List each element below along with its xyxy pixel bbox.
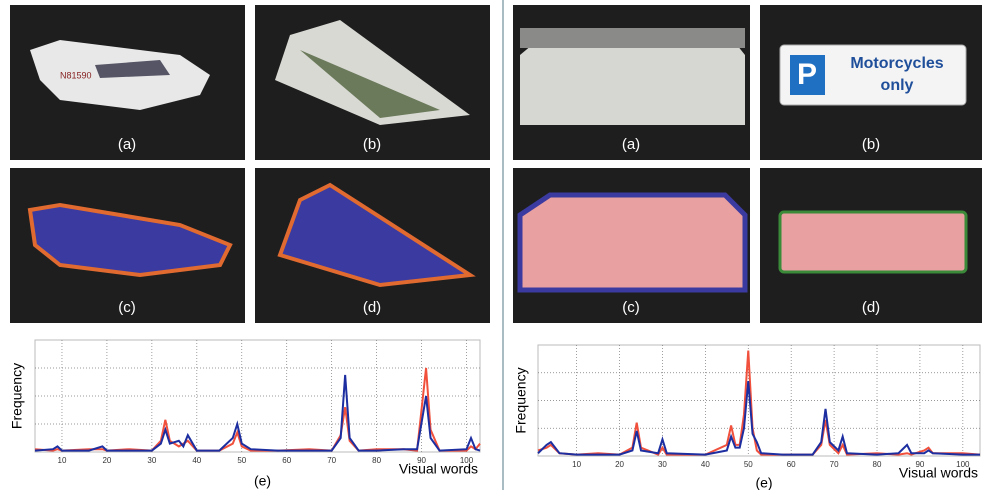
x-axis-label: Visual words xyxy=(399,461,478,477)
registration: N81590 xyxy=(60,70,92,80)
panel: N81590 (a) xyxy=(10,5,245,160)
x-tick-label: 10 xyxy=(572,460,581,469)
panel: P Motorcycles only (b) xyxy=(760,5,982,160)
x-tick-label: 40 xyxy=(701,460,710,469)
x-tick-label: 40 xyxy=(192,456,201,465)
x-tick-label: 10 xyxy=(58,456,67,465)
x-tick-label: 80 xyxy=(873,460,882,469)
panel-label: (a) xyxy=(622,136,640,153)
figure: N81590 (a) (b) (c) (d) (a) P Motorcycles… xyxy=(0,0,982,490)
y-axis-label: Frequency xyxy=(513,367,529,433)
x-tick-label: 50 xyxy=(237,456,246,465)
panel: (d) xyxy=(255,168,490,323)
panel: (c) xyxy=(513,168,750,323)
x-axis-label: Visual words xyxy=(899,465,978,481)
caption: (e) xyxy=(755,475,772,490)
panel-label: (d) xyxy=(862,299,880,316)
x-tick-label: 60 xyxy=(282,456,291,465)
sign-letter: P xyxy=(797,58,817,91)
x-tick-label: 30 xyxy=(658,460,667,469)
caption: (e) xyxy=(254,473,271,489)
panel: (c) xyxy=(10,168,245,323)
sign-text: Motorcycles xyxy=(850,55,943,72)
x-tick-label: 80 xyxy=(372,456,381,465)
panel: (d) xyxy=(760,168,982,323)
y-axis-label: Frequency xyxy=(9,363,25,429)
x-tick-label: 70 xyxy=(830,460,839,469)
panel-label: (b) xyxy=(363,136,381,153)
sign-text: only xyxy=(881,77,914,94)
panel: (b) xyxy=(255,5,490,160)
x-tick-label: 30 xyxy=(147,456,156,465)
panel-label: (c) xyxy=(118,299,136,316)
panel-label: (c) xyxy=(622,299,640,316)
panel-label: (d) xyxy=(363,299,381,316)
panel-label: (a) xyxy=(118,136,136,153)
x-tick-label: 20 xyxy=(615,460,624,469)
panel-label: (b) xyxy=(862,136,880,153)
panel: (a) xyxy=(513,5,750,160)
x-tick-label: 60 xyxy=(787,460,796,469)
x-tick-label: 20 xyxy=(102,456,111,465)
x-tick-label: 70 xyxy=(327,456,336,465)
x-tick-label: 50 xyxy=(744,460,753,469)
